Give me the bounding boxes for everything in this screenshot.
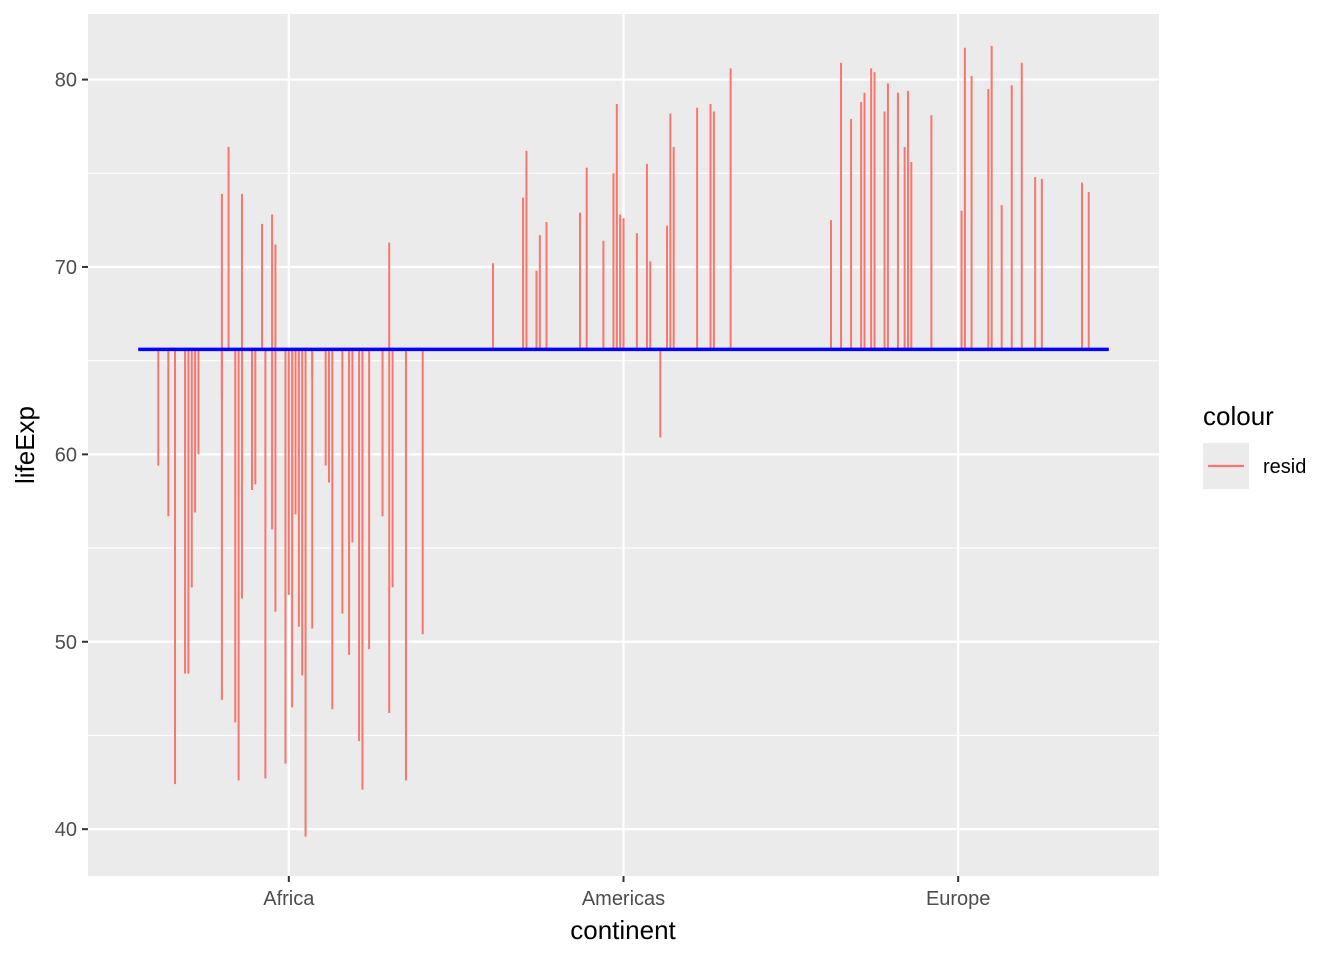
x-axis: Africa Americas Europe bbox=[263, 876, 990, 910]
y-axis: 40 50 60 70 80 bbox=[55, 70, 88, 841]
y-tick-label: 50 bbox=[55, 632, 77, 654]
residual-segments bbox=[157, 45, 1090, 837]
x-axis-title: continent bbox=[570, 915, 676, 945]
y-tick-label: 70 bbox=[55, 257, 77, 279]
legend-title: colour bbox=[1203, 401, 1274, 431]
y-axis-title: lifeExp bbox=[10, 406, 40, 484]
legend: colour resid bbox=[1203, 401, 1306, 489]
y-tick-label: 40 bbox=[55, 819, 77, 841]
x-tick-label: Africa bbox=[263, 888, 315, 910]
x-tick-label: Europe bbox=[926, 888, 991, 910]
x-tick-label: Americas bbox=[582, 888, 665, 910]
legend-label: resid bbox=[1263, 456, 1306, 478]
y-tick-label: 60 bbox=[55, 444, 77, 466]
y-tick-label: 80 bbox=[55, 70, 77, 92]
